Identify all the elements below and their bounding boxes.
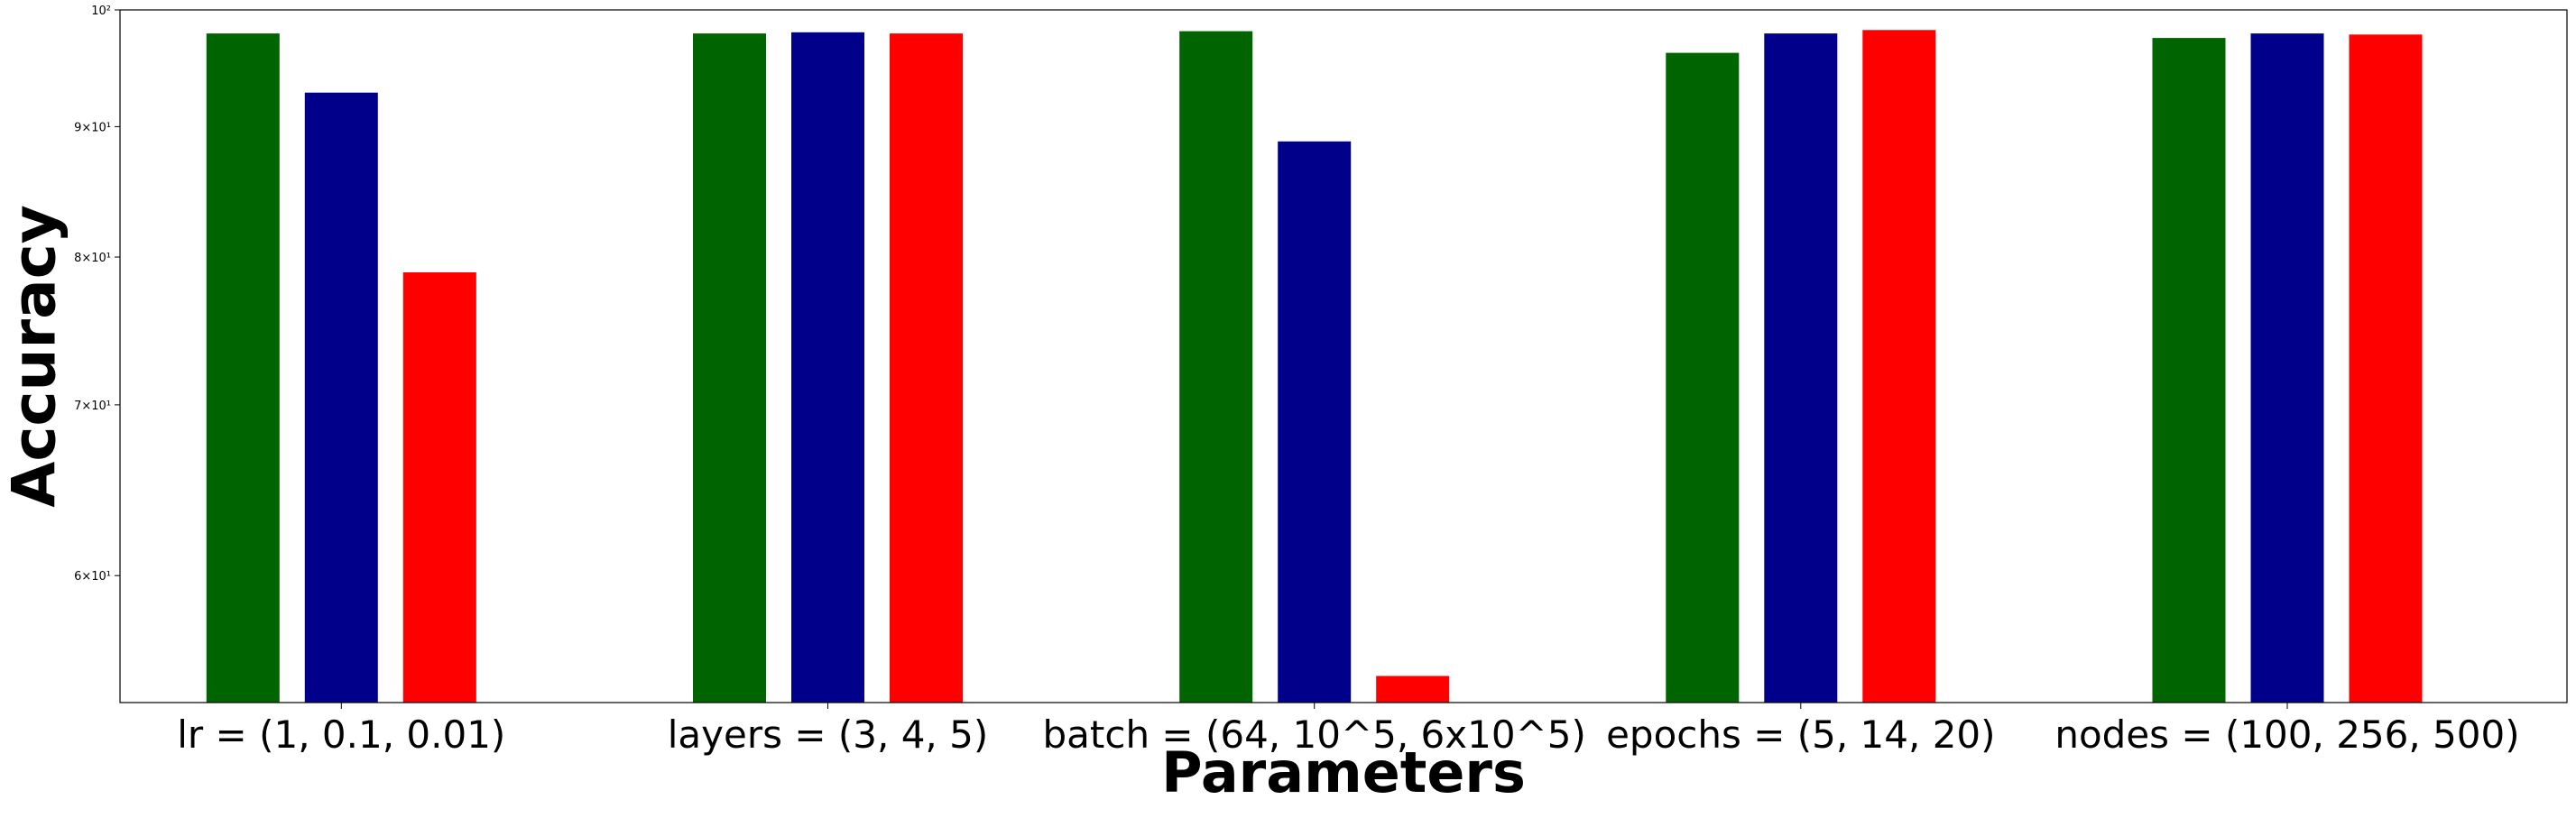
bars-layer bbox=[206, 30, 2423, 703]
bar-1-1 bbox=[791, 32, 864, 703]
y-tick-label-1: 9×10¹ bbox=[74, 121, 111, 134]
y-tick-label-3: 7×10¹ bbox=[74, 400, 111, 413]
y-tick-label-2: 8×10¹ bbox=[74, 252, 111, 265]
y-tick-label-0: 10² bbox=[91, 5, 111, 18]
bar-1-0 bbox=[693, 33, 766, 703]
bar-2-1 bbox=[1278, 141, 1352, 703]
x-axis: lr = (1, 0.1, 0.01) layers = (3, 4, 5) bat… bbox=[177, 703, 2520, 757]
x-tick-label-3: epochs = (5, 14, 20) bbox=[1606, 712, 1995, 757]
bar-1-2 bbox=[890, 33, 963, 703]
x-tick-label-1: layers = (3, 4, 5) bbox=[668, 712, 988, 757]
bar-0-0 bbox=[206, 33, 280, 703]
y-axis: 10² 9×10¹ 8×10¹ 7×10¹ 6×10¹ bbox=[74, 5, 120, 584]
bar-4-1 bbox=[2250, 33, 2324, 703]
bar-3-0 bbox=[1666, 52, 1740, 703]
bar-4-0 bbox=[2152, 38, 2226, 703]
y-tick-label-4: 6×10¹ bbox=[74, 570, 111, 584]
x-tick-label-4: nodes = (100, 256, 500) bbox=[2054, 712, 2519, 757]
bar-0-2 bbox=[402, 272, 476, 703]
bar-3-2 bbox=[1862, 30, 1936, 703]
x-tick-label-0: lr = (1, 0.1, 0.01) bbox=[177, 712, 505, 757]
plot-frame bbox=[119, 9, 2568, 703]
bar-3-1 bbox=[1764, 33, 1838, 703]
y-axis-title: Accuracy bbox=[0, 205, 69, 508]
bar-2-0 bbox=[1179, 31, 1253, 703]
bar-0-1 bbox=[304, 92, 378, 703]
bar-2-2 bbox=[1376, 676, 1450, 703]
x-tick-label-2: batch = (64, 10^5, 6x10^5) bbox=[1043, 712, 1586, 757]
bar-4-2 bbox=[2349, 34, 2423, 703]
x-axis-title: Parameters bbox=[1161, 740, 1526, 805]
